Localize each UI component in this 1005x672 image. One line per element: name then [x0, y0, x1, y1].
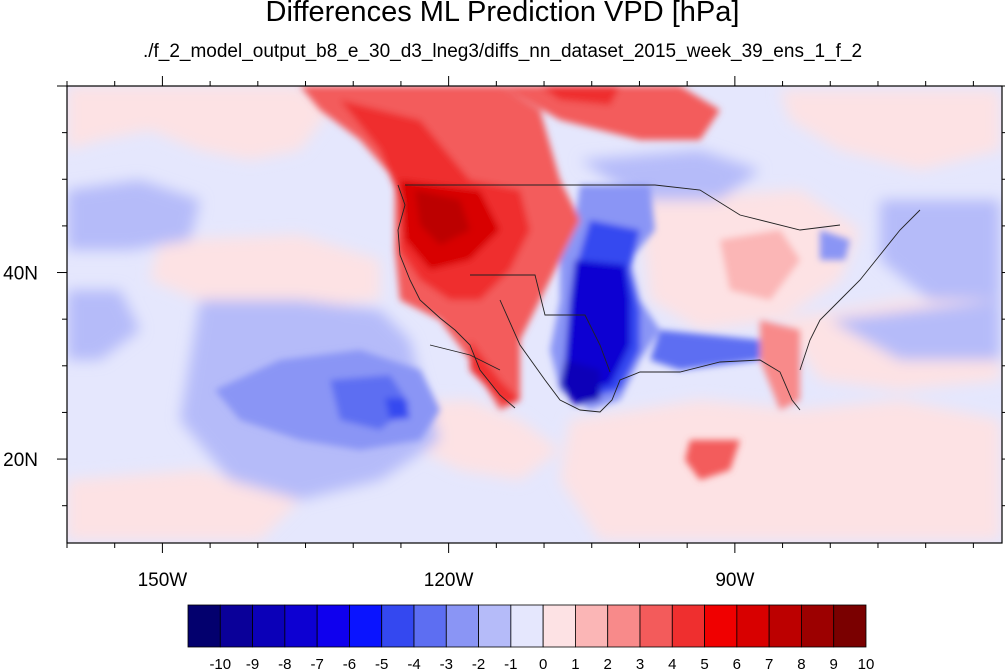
colorbar-swatch	[510, 604, 544, 648]
colorbar-label: -3	[440, 656, 453, 672]
plot-frame	[66, 85, 1003, 544]
x-tick-label: 150W	[138, 570, 188, 591]
axis-labels: 150W 120W 90W 40N 20N	[3, 264, 754, 591]
colorbar-label: -8	[278, 656, 291, 672]
colorbar-label: 5	[700, 656, 708, 672]
colorbar-swatch	[542, 604, 576, 648]
colorbar-label: 1	[571, 656, 579, 672]
colorbar-swatch	[671, 604, 705, 648]
colorbar-label: -5	[375, 656, 388, 672]
colorbar: -10 -9 -8 -7 -6 -5 -4 -3 -2 -1 0 1 2 3 4 5 6 7 8 9 10	[187, 604, 875, 672]
colorbar-swatch	[187, 604, 221, 648]
colorbar-label: -7	[310, 656, 323, 672]
colorbar-swatch	[349, 604, 383, 648]
colorbar-swatch	[607, 604, 641, 648]
colorbar-label: -9	[246, 656, 259, 672]
colorbar-label: 4	[668, 656, 676, 672]
colorbar-label: -2	[472, 656, 485, 672]
colorbar-swatch	[736, 604, 770, 648]
map-title: Differences ML Prediction VPD [hPa]	[265, 0, 740, 28]
colorbar-swatch	[284, 604, 318, 648]
colorbar-label: -6	[343, 656, 356, 672]
axis-ticks	[57, 76, 1005, 553]
colorbar-swatch	[445, 604, 479, 648]
y-tick-label: 40N	[3, 264, 38, 285]
x-tick-label: 90W	[715, 570, 754, 591]
colorbar-swatch	[413, 604, 447, 648]
vpd-difference-field	[67, 86, 1002, 543]
colorbar-swatch	[704, 604, 738, 648]
colorbar-label: -10	[209, 656, 231, 672]
colorbar-swatch	[478, 604, 512, 648]
colorbar-label: -4	[407, 656, 420, 672]
colorbar-label: 7	[765, 656, 773, 672]
x-tick-label: 120W	[424, 570, 474, 591]
colorbar-swatch	[219, 604, 253, 648]
map-subtitle: ./f_2_model_output_b8_e_30_d3_lneg3/diff…	[142, 41, 863, 62]
colorbar-swatch	[768, 604, 802, 648]
colorbar-swatch	[833, 604, 867, 648]
colorbar-swatch	[639, 604, 673, 648]
colorbar-swatch	[801, 604, 835, 648]
colorbar-label: 0	[539, 656, 547, 672]
colorbar-label: 3	[636, 656, 644, 672]
colorbar-label: 6	[733, 656, 741, 672]
colorbar-label: -1	[504, 656, 517, 672]
colorbar-swatch	[316, 604, 350, 648]
colorbar-label: 10	[858, 656, 875, 672]
colorbar-swatch	[381, 604, 415, 648]
colorbar-label: 9	[830, 656, 838, 672]
colorbar-label: 2	[604, 656, 612, 672]
coastlines	[397, 184, 921, 413]
colorbar-swatch	[252, 604, 286, 648]
y-tick-label: 20N	[3, 450, 38, 471]
colorbar-swatch	[575, 604, 609, 648]
colorbar-label: 8	[797, 656, 805, 672]
